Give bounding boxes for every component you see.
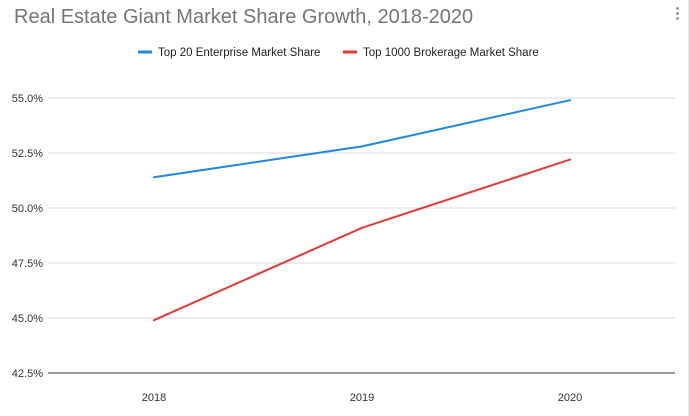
legend: Top 20 Enterprise Market Share Top 1000 B… xyxy=(138,47,539,59)
x-tick-label: 2020 xyxy=(558,392,582,404)
chart-title: Real Estate Giant Market Share Growth, 2… xyxy=(14,6,474,28)
series-lines xyxy=(153,99,571,322)
gridlines xyxy=(48,97,675,374)
legend-label: Top 1000 Brokerage Market Share xyxy=(363,47,539,59)
y-tick-label: 52.5% xyxy=(12,148,43,160)
y-tick-label: 47.5% xyxy=(12,258,43,270)
x-tick-label: 2018 xyxy=(142,392,166,404)
y-tick-label: 45.0% xyxy=(12,313,43,325)
y-tick-label: 55.0% xyxy=(12,93,43,105)
x-tick-label: 2019 xyxy=(350,392,374,404)
series-line-1[interactable] xyxy=(153,99,571,179)
y-tick-label: 50.0% xyxy=(12,203,43,215)
y-axis: 42.5% 45.0% 47.5% 50.0% 52.5% 55.0% xyxy=(12,93,43,380)
series-line-2[interactable] xyxy=(153,158,571,322)
legend-swatch xyxy=(138,50,152,54)
legend-swatch xyxy=(343,50,357,54)
more-options-icon[interactable] xyxy=(670,4,684,22)
legend-label: Top 20 Enterprise Market Share xyxy=(158,47,320,59)
y-tick-label: 42.5% xyxy=(12,368,43,380)
x-axis: 2018 2019 2020 xyxy=(142,392,582,404)
